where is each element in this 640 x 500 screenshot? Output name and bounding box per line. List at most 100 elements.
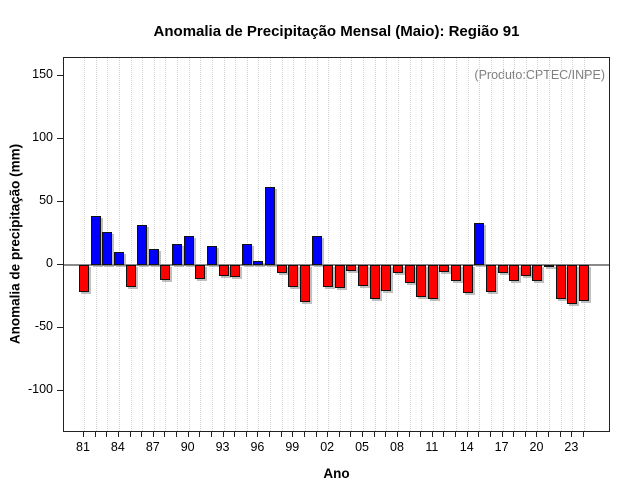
x-axis-label-2017: 17 xyxy=(494,440,509,454)
gridline-1992 xyxy=(211,58,213,431)
x-axis-title: Ano xyxy=(323,466,350,481)
x-axis-label-1990: 90 xyxy=(180,440,195,454)
bar-2021 xyxy=(544,265,555,268)
y-axis-tick-100 xyxy=(57,137,63,139)
x-axis-label-2002: 02 xyxy=(320,440,335,454)
bar-1998 xyxy=(276,265,287,273)
x-axis-tick-2022 xyxy=(559,432,561,437)
bar-2018 xyxy=(509,265,520,282)
gridline-1988 xyxy=(165,58,167,431)
gridline-2008 xyxy=(397,58,399,431)
x-axis-tick-1999 xyxy=(292,432,294,437)
y-axis-tick--100 xyxy=(57,390,63,392)
bar-1995 xyxy=(241,243,252,266)
bar-2023 xyxy=(567,265,578,304)
x-axis-tick-2016 xyxy=(489,432,491,437)
gridline-2024 xyxy=(584,58,585,431)
gridline-1991 xyxy=(200,58,202,431)
x-axis-tick-2018 xyxy=(513,432,515,437)
x-axis-tick-1998 xyxy=(280,432,282,437)
x-axis-tick-2010 xyxy=(420,432,422,437)
y-axis-label--100: -100 xyxy=(27,382,53,397)
bar-2019 xyxy=(520,265,531,277)
bar-1990 xyxy=(183,236,194,266)
bar-1997 xyxy=(265,186,276,266)
bar-1988 xyxy=(160,265,171,281)
y-axis-tick-50 xyxy=(57,200,63,202)
y-axis-title: Anomalia de precipitação (mm) xyxy=(7,143,23,345)
x-axis-tick-1985 xyxy=(129,432,131,437)
gridline-2007 xyxy=(386,58,388,431)
x-axis-tick-2023 xyxy=(571,432,573,437)
x-axis-label-1981: 81 xyxy=(76,440,90,454)
gridline-2014 xyxy=(467,58,469,431)
x-axis-tick-2020 xyxy=(536,432,538,437)
x-axis-label-1996: 96 xyxy=(250,440,265,454)
x-axis-tick-1987 xyxy=(152,432,154,437)
bar-2014 xyxy=(462,265,473,294)
x-axis-tick-2003 xyxy=(338,432,340,437)
x-axis-tick-2011 xyxy=(431,432,433,437)
bar-1996 xyxy=(253,261,264,266)
gridline-1981 xyxy=(84,58,85,431)
x-axis-tick-1981 xyxy=(83,432,84,437)
gridline-2022 xyxy=(560,58,562,431)
gridline-2018 xyxy=(514,58,516,431)
gridline-2009 xyxy=(409,58,411,431)
x-axis-label-1984: 84 xyxy=(110,440,125,454)
x-axis-tick-1992 xyxy=(210,432,212,437)
y-axis-label--50: -50 xyxy=(34,319,53,334)
gridline-1993 xyxy=(223,58,225,431)
bar-2003 xyxy=(334,265,345,289)
bar-1984 xyxy=(113,252,124,266)
bar-2013 xyxy=(451,265,462,281)
plot-area: (Produto:CPTEC/INPE) xyxy=(63,57,610,432)
bar-2008 xyxy=(392,265,403,273)
x-axis-tick-1994 xyxy=(234,432,236,437)
bar-2017 xyxy=(497,265,508,273)
y-axis-label-0: 0 xyxy=(46,256,53,271)
gridline-2004 xyxy=(351,58,353,431)
x-axis-tick-1996 xyxy=(257,432,259,437)
x-axis-tick-2001 xyxy=(315,432,317,437)
bar-2006 xyxy=(369,265,380,300)
y-axis-tick--50 xyxy=(57,327,63,329)
bar-2000 xyxy=(299,265,310,302)
x-axis-tick-1997 xyxy=(269,432,271,437)
gridline-1996 xyxy=(258,58,260,431)
bar-1989 xyxy=(172,243,183,266)
x-axis-label-2008: 08 xyxy=(390,440,404,454)
x-axis-tick-2019 xyxy=(524,432,526,437)
gridline-2016 xyxy=(490,58,492,431)
x-axis-tick-1982 xyxy=(94,432,96,437)
x-axis-tick-2013 xyxy=(455,432,457,437)
bar-1992 xyxy=(206,246,217,266)
gridline-2011 xyxy=(432,58,434,431)
gridline-2023 xyxy=(572,58,574,431)
x-axis-tick-2008 xyxy=(396,432,398,437)
bar-2016 xyxy=(485,265,496,292)
x-axis-tick-2021 xyxy=(548,432,550,437)
gridline-2012 xyxy=(444,58,446,431)
x-axis-tick-1984 xyxy=(117,432,119,437)
gridline-2019 xyxy=(525,58,527,431)
gridline-1998 xyxy=(281,58,283,431)
gridline-1999 xyxy=(293,58,295,431)
gridline-2002 xyxy=(328,58,330,431)
x-axis-tick-2012 xyxy=(443,432,445,437)
bar-1999 xyxy=(288,265,299,287)
gridline-2005 xyxy=(363,58,365,431)
bar-1981 xyxy=(79,265,89,292)
x-axis-tick-1991 xyxy=(199,432,201,437)
bar-1987 xyxy=(148,248,159,266)
x-axis-tick-2005 xyxy=(362,432,364,437)
x-axis-tick-1993 xyxy=(222,432,224,437)
y-axis-label-100: 100 xyxy=(32,129,53,144)
x-axis-label-1999: 99 xyxy=(285,440,300,454)
y-axis-label-50: 50 xyxy=(39,192,53,207)
x-axis-tick-2004 xyxy=(350,432,352,437)
bar-2005 xyxy=(358,265,369,286)
bar-2020 xyxy=(532,265,543,281)
bar-1983 xyxy=(102,232,113,266)
